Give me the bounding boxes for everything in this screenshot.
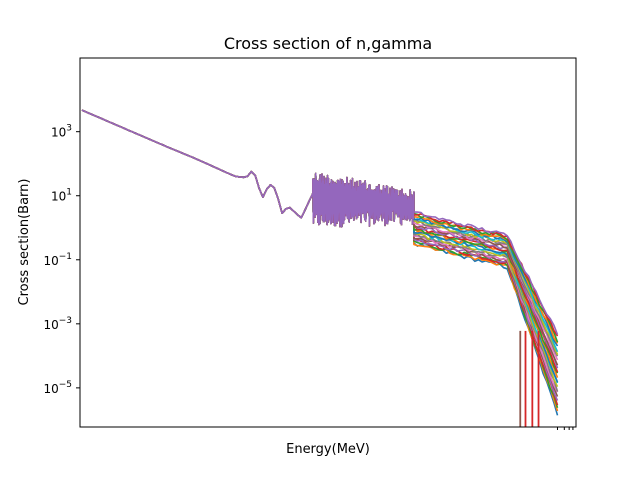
series-layer — [81, 109, 559, 427]
series-line — [81, 109, 559, 335]
series-line — [81, 109, 559, 412]
series-line — [81, 109, 559, 369]
y-tick-label: 103 — [51, 124, 72, 140]
series-line — [81, 109, 559, 397]
series-line — [81, 109, 559, 416]
series-line — [81, 109, 559, 392]
series-line — [81, 109, 559, 344]
y-axis-ticks: 10−5 10−3 10−1 101 103 — [43, 124, 80, 396]
y-axis-label: Cross section(Barn) — [17, 179, 32, 306]
y-tick-label: 101 — [51, 188, 72, 204]
series-line — [81, 109, 559, 347]
y-tick-label: 10−5 — [43, 380, 72, 396]
plot-frame — [79, 57, 577, 428]
y-tick-label: 10−3 — [43, 316, 72, 332]
series-line — [81, 109, 559, 388]
x-axis-label: Energy(MeV) — [286, 442, 370, 457]
chart-title: Cross section of n,gamma — [224, 34, 432, 53]
y-tick-label: 10−1 — [43, 252, 72, 268]
series-line — [81, 109, 559, 343]
x-axis-ticks — [556, 427, 574, 430]
